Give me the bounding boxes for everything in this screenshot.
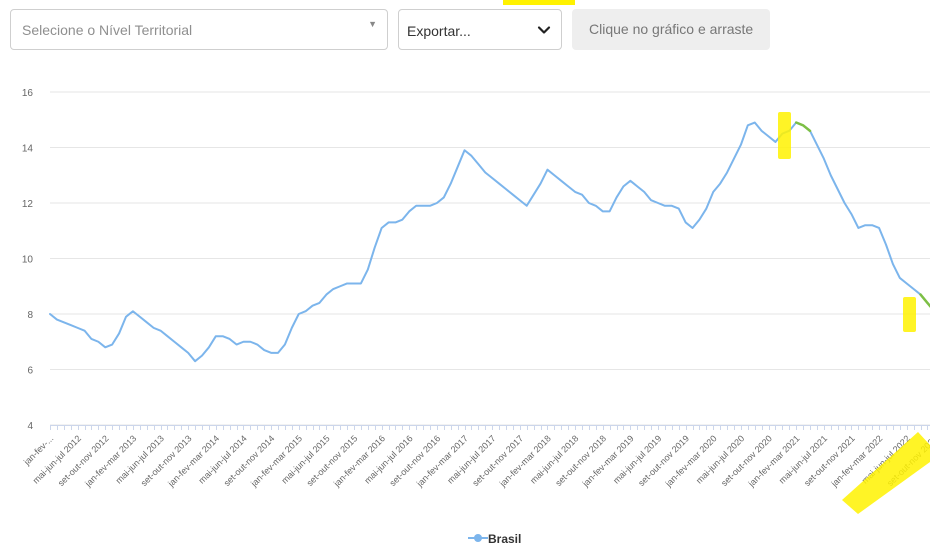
x-tick-label: mai-jun-jul 2020 [694,433,746,485]
x-tick-label: mai-jun-jul 2015 [279,433,331,485]
highlighter-mark-top [503,0,575,5]
y-tick-label: 16 [22,88,34,99]
legend-series-name: Brasil [488,532,522,546]
x-tick-label: mai-jun-jul 2013 [114,433,166,485]
y-tick-label: 4 [27,421,33,432]
highlighter-mark [842,432,930,514]
x-tick-label: mai-jun-jul 2014 [197,433,249,485]
y-tick-label: 8 [27,310,33,321]
x-axis [50,425,930,430]
territorial-level-select[interactable]: Selecione o Nível Territorial ▼ [10,9,388,50]
highlighter-mark [903,297,916,332]
highlighter-mark [778,112,791,159]
highlighted-segment [794,121,812,133]
x-tick-label: mai-jun-jul 2016 [362,433,414,485]
y-axis: 4 6 8 10 12 14 16 [22,88,34,432]
x-tick-label: mai-jun-jul 2018 [528,433,580,485]
series-line-brasil[interactable] [49,121,930,363]
chevron-down-icon [537,26,551,34]
y-tick-label: 10 [22,255,34,266]
x-tick-label: mai-jun-jul 2021 [777,433,829,485]
y-tick-label: 6 [27,366,33,377]
zoom-hint-label: Clique no gráfico e arraste [589,21,754,37]
chart-grid [50,91,930,426]
zoom-hint-button[interactable]: Clique no gráfico e arraste [572,9,770,50]
territorial-level-placeholder: Selecione o Nível Territorial [22,22,193,38]
x-tick-label: mai-jun-jul 2012 [31,433,83,485]
export-select-value: Exportar... [407,23,471,39]
y-tick-label: 12 [22,199,34,210]
series-group[interactable] [49,121,930,363]
highlighter-marks [778,112,930,514]
caret-down-icon: ▼ [368,19,377,29]
x-tick-label: mai-jun-jul 2019 [611,433,663,485]
x-tick-label: mai-jun-jul 2017 [445,433,497,485]
highlighted-segment [919,293,930,308]
y-tick-label: 14 [22,144,34,155]
export-select[interactable]: Exportar... [398,9,562,50]
legend-series-swatch-icon [468,534,488,542]
